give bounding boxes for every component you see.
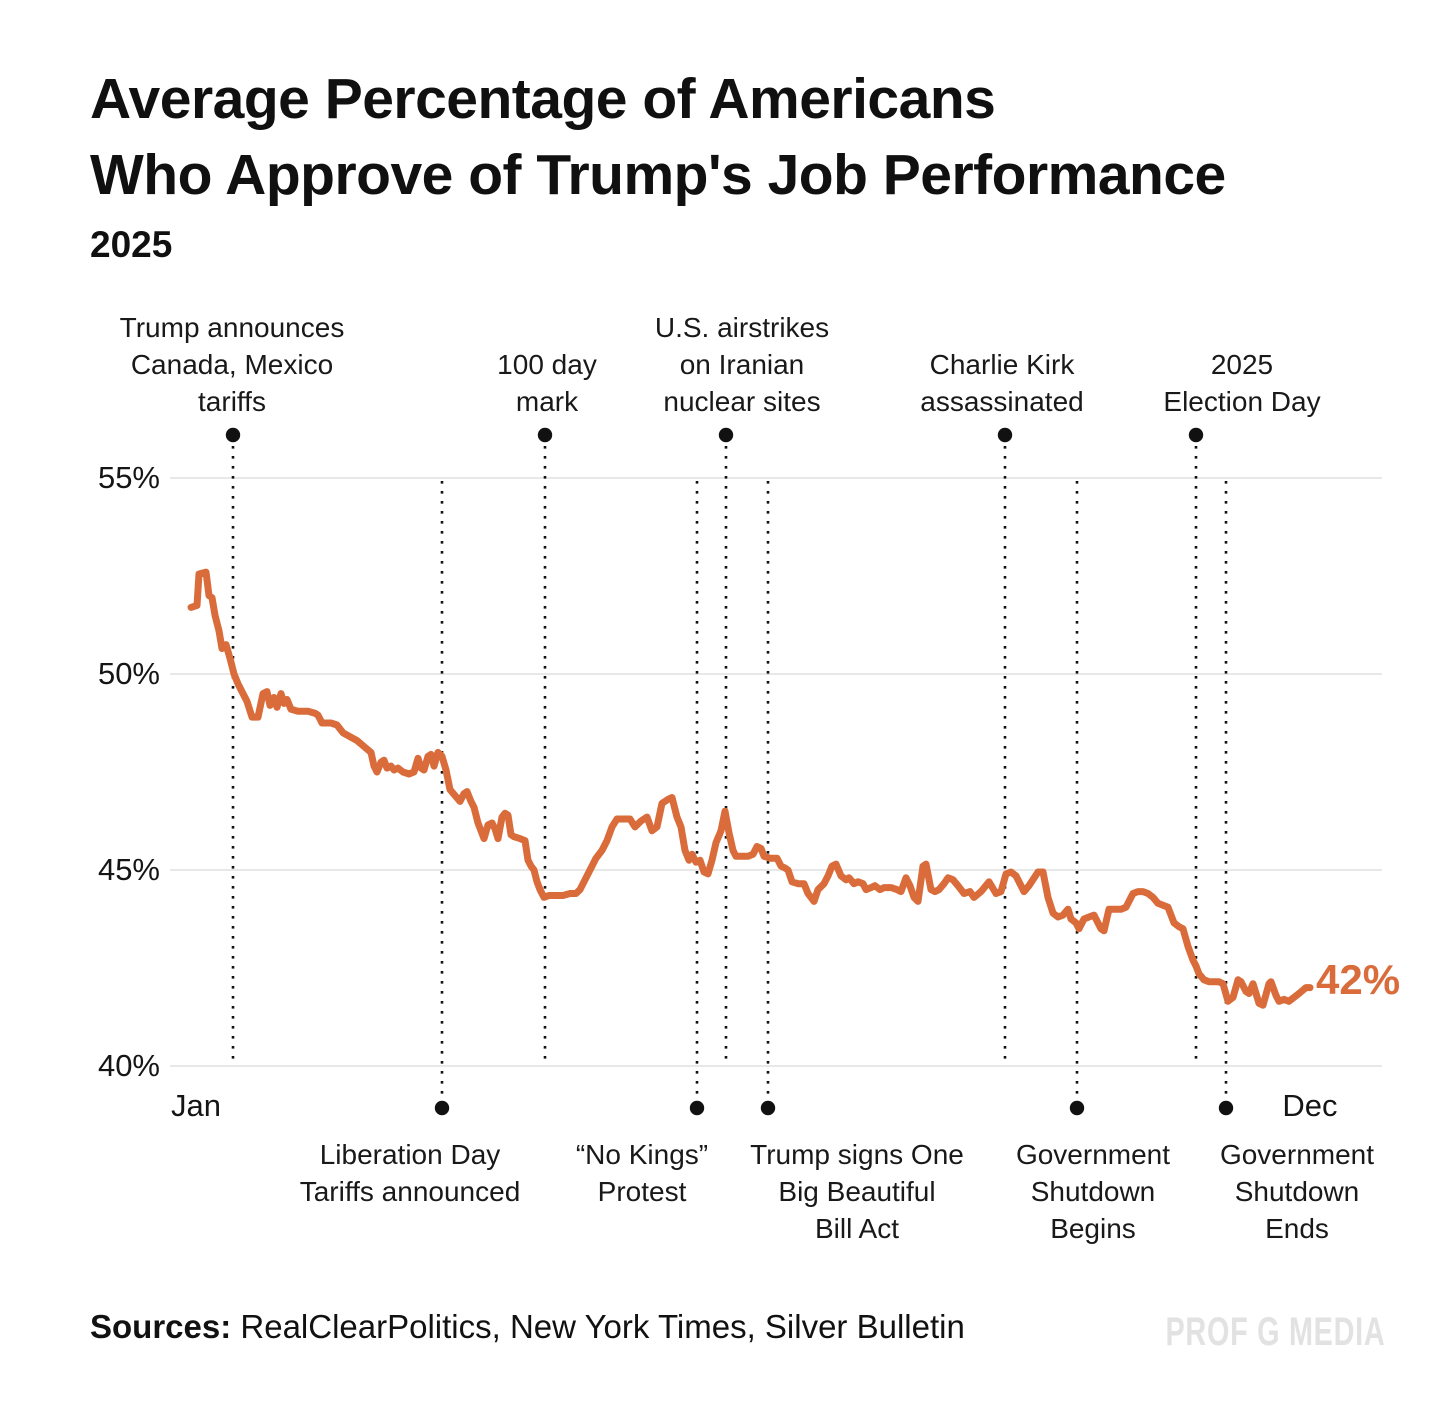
event-label-tariffs-announced: Trump announces Canada, Mexico tariffs xyxy=(52,296,412,420)
event-label-line: Canada, Mexico xyxy=(130,349,334,380)
sources-text: RealClearPolitics, New York Times, Silve… xyxy=(231,1308,965,1345)
event-label-liberation-day-tariffs: Liberation Day Tariffs announced xyxy=(230,1136,590,1210)
event-label-line: Protest xyxy=(597,1176,687,1207)
event-label-line: Liberation Day xyxy=(319,1139,501,1170)
y-tick-40%: 40% xyxy=(97,1048,160,1083)
event-label-line: Government xyxy=(1219,1139,1375,1170)
event-label-line: nuclear sites xyxy=(663,386,821,417)
event-label-100-day-mark: 100 day mark xyxy=(367,296,727,420)
event-label-line: on Iranian xyxy=(679,349,805,380)
event-label-line: Shutdown xyxy=(1234,1176,1360,1207)
event-label-government-shutdown-begins: Government Shutdown Begins xyxy=(913,1136,1273,1247)
event-label-line: 100 day xyxy=(497,349,597,380)
event-label-line: Ends xyxy=(1265,1213,1329,1244)
event-label-line: 2025 xyxy=(1210,349,1274,380)
event-label-line: Charlie Kirk xyxy=(929,349,1075,380)
final-value-label: 42% xyxy=(1316,956,1401,1003)
event-label-line: Trump announces xyxy=(119,312,345,343)
sources-label: Sources: xyxy=(90,1308,232,1345)
sources-line: Sources: RealClearPolitics, New York Tim… xyxy=(90,1308,965,1346)
x-tick-Dec: Dec xyxy=(1282,1088,1338,1123)
event-label-line: tariffs xyxy=(198,386,266,417)
prof-g-media-watermark: PROF G MEDIA xyxy=(1165,1310,1385,1354)
event-dot-big-beautiful-bill xyxy=(760,1100,776,1116)
event-label-line: assassinated xyxy=(920,386,1084,417)
event-label-line: Tariffs announced xyxy=(299,1176,521,1207)
event-label-line: mark xyxy=(515,386,579,417)
x-tick-Jan: Jan xyxy=(171,1088,221,1123)
event-dot-iran-airstrikes xyxy=(718,427,734,443)
event-dot-no-kings-protest xyxy=(689,1100,705,1116)
event-label-line: U.S. airstrikes xyxy=(654,312,830,343)
event-label-government-shutdown-ends: Government Shutdown Ends xyxy=(1117,1136,1456,1247)
event-dot-charlie-kirk-assassinated xyxy=(997,427,1013,443)
event-label-line: Bill Act xyxy=(814,1213,900,1244)
y-tick-50%: 50% xyxy=(97,656,160,691)
y-tick-55%: 55% xyxy=(97,460,160,495)
event-dot-government-shutdown-begins xyxy=(1069,1100,1085,1116)
event-dot-government-shutdown-ends xyxy=(1218,1100,1234,1116)
event-label-charlie-kirk-assassinated: Charlie Kirk assassinated xyxy=(822,296,1182,420)
chart-subtitle-year: 2025 xyxy=(90,224,173,265)
event-label-line: Government xyxy=(1015,1139,1171,1170)
event-dot-liberation-day-tariffs xyxy=(434,1100,450,1116)
event-dot-2025-election-day xyxy=(1188,427,1204,443)
approval-line-series xyxy=(187,568,1314,1009)
chart-title-line2: Who Approve of Trump's Job Performance xyxy=(90,143,1226,207)
event-label-line: Big Beautiful xyxy=(778,1176,936,1207)
event-label-2025-election-day: 2025 Election Day xyxy=(1062,296,1422,420)
event-dot-tariffs-announced xyxy=(225,427,241,443)
event-label-iran-airstrikes: U.S. airstrikes on Iranian nuclear sites xyxy=(562,296,922,420)
event-label-big-beautiful-bill: Trump signs One Big Beautiful Bill Act xyxy=(677,1136,1037,1247)
event-label-no-kings-protest: “No Kings” Protest xyxy=(462,1136,822,1210)
event-dot-100-day-mark xyxy=(537,427,553,443)
chart-title-line1: Average Percentage of Americans xyxy=(90,67,996,131)
event-label-line: Trump signs One xyxy=(750,1139,964,1170)
event-label-line: Shutdown xyxy=(1030,1176,1156,1207)
event-label-line: Begins xyxy=(1050,1213,1136,1244)
event-label-line: “No Kings” xyxy=(575,1139,709,1170)
event-label-line: Election Day xyxy=(1163,386,1321,417)
y-tick-45%: 45% xyxy=(97,852,160,887)
